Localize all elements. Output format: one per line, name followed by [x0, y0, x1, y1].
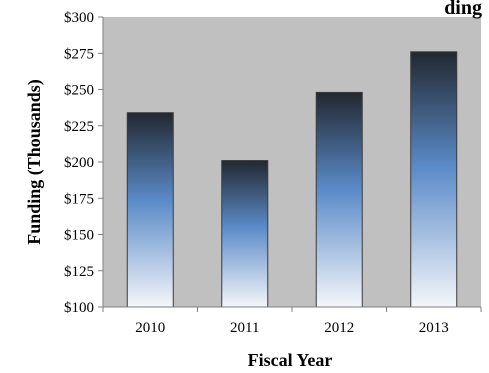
y-tick-label: $200 — [64, 155, 94, 171]
x-tick-label: 2011 — [230, 320, 259, 336]
chart-title: ding — [444, 0, 482, 19]
y-tick-label: $175 — [64, 191, 94, 207]
y-tick-label: $150 — [64, 228, 94, 244]
bars — [126, 51, 458, 308]
x-tick-label: 2012 — [324, 320, 354, 336]
x-tick-label: 2013 — [419, 320, 449, 336]
x-axis-title: Fiscal Year — [248, 350, 333, 370]
y-tick-label: $125 — [64, 264, 94, 280]
bar-2011 — [221, 160, 269, 308]
y-axis-title: Funding (Thousands) — [24, 79, 45, 245]
bar-2012 — [315, 91, 363, 308]
bar-2013 — [410, 51, 458, 308]
x-tick-label: 2010 — [135, 320, 165, 336]
axes: $100 $125 $150 $175 $200 $225 $250 $275 $300 2010… — [64, 10, 482, 336]
y-tick-label: $225 — [64, 119, 94, 135]
bar-2010 — [126, 112, 174, 308]
y-tick-label: $275 — [64, 46, 94, 62]
y-tick-label: $100 — [64, 300, 94, 316]
y-tick-label: $250 — [64, 83, 94, 99]
y-tick-label: $300 — [64, 10, 94, 26]
